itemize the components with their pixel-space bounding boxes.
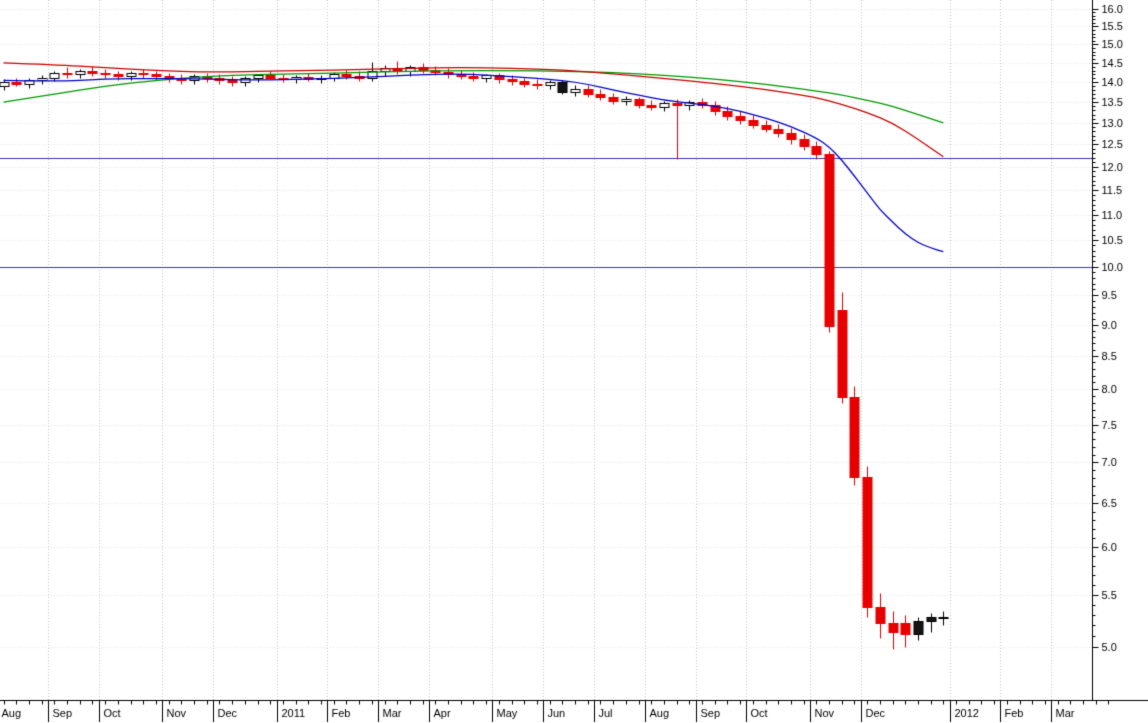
price-chart-canvas[interactable] [0, 0, 1148, 723]
stock-chart-screen [0, 0, 1148, 723]
